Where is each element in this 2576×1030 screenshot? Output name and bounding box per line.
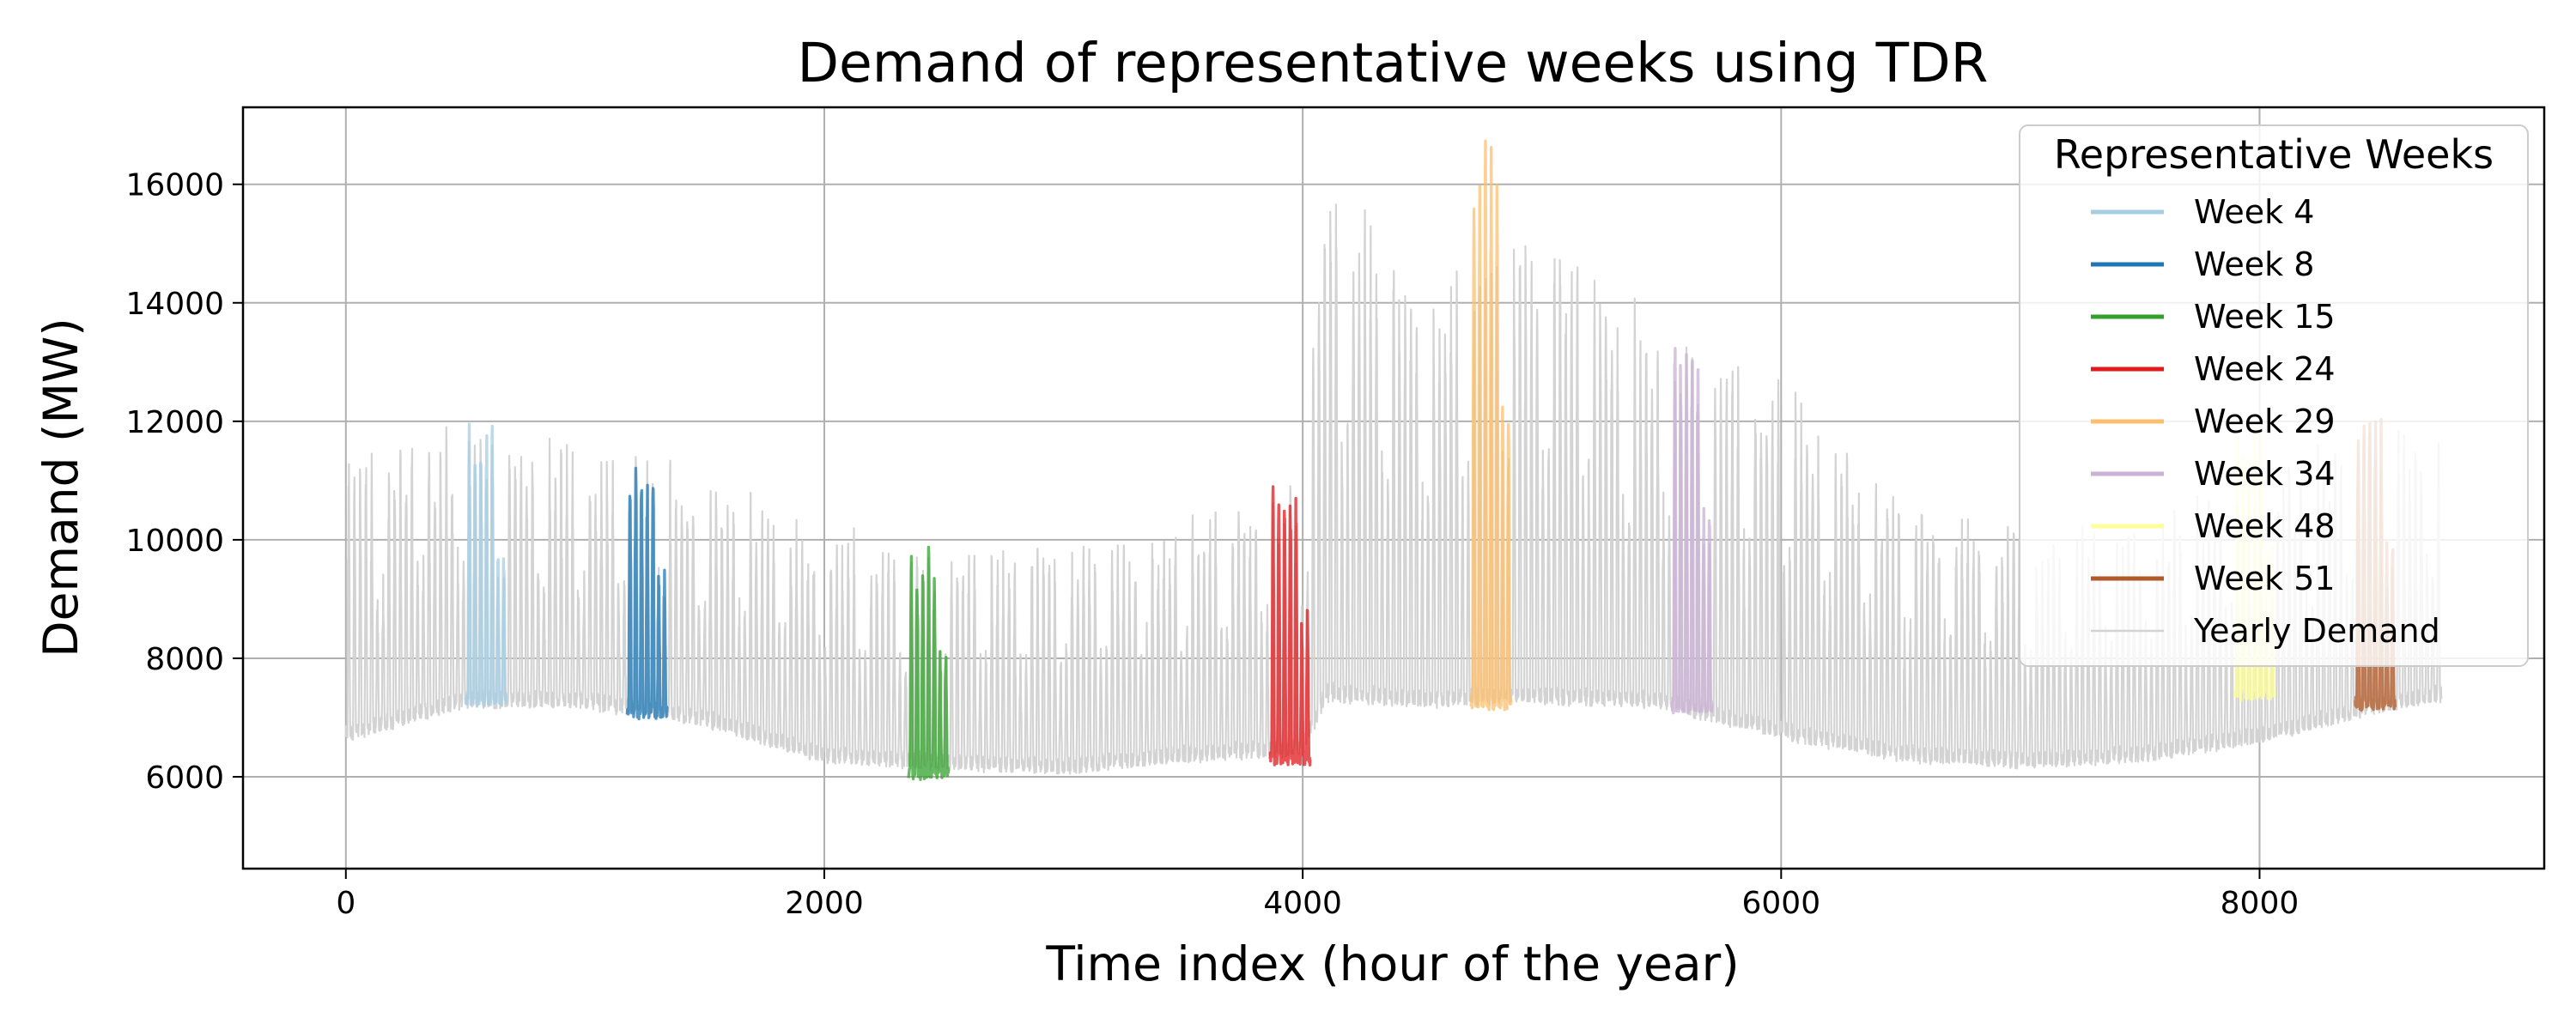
y-tick-label: 14000 — [125, 287, 224, 322]
chart-title: Demand of representative weeks using TDR — [798, 32, 1989, 94]
y-tick-label: 10000 — [125, 524, 224, 559]
legend-entry-label: Week 34 — [2194, 455, 2336, 493]
legend-box — [2019, 124, 2529, 667]
y-tick-label: 8000 — [145, 642, 224, 677]
legend-entry-label: Week 15 — [2194, 298, 2336, 336]
legend-entry-label: Yearly Demand — [2193, 612, 2440, 650]
series-week-1-line — [465, 422, 508, 708]
x-tick-label: 6000 — [1741, 886, 1820, 921]
x-tick-label: 2000 — [785, 886, 864, 921]
legend-entry-label: Week 29 — [2194, 403, 2336, 440]
legend-entry-label: Week 8 — [2194, 245, 2314, 283]
series-week-2-line — [625, 466, 669, 721]
x-axis-label: Time index (hour of the year) — [1045, 936, 1739, 991]
yearly-demand-line — [344, 203, 2443, 775]
x-tick-label: 8000 — [2221, 886, 2300, 921]
x-tick-label: 0 — [336, 886, 355, 921]
series-week-5-line — [1469, 139, 1513, 712]
legend-entry-label: Week 51 — [2194, 560, 2336, 597]
yearly-demand-series — [344, 203, 2443, 775]
y-tick-label: 16000 — [125, 168, 224, 203]
legend-entry-label: Week 24 — [2194, 350, 2336, 388]
legend-entry-label: Week 48 — [2194, 507, 2336, 545]
y-tick-label: 6000 — [145, 760, 224, 796]
plot-frame — [241, 106, 2546, 870]
y-tick-label: 12000 — [125, 405, 224, 440]
series-week-6-line — [1670, 347, 1714, 715]
legend: Representative Weeks Week 4 Week 8 Week 15… — [2019, 124, 2529, 667]
axis-ticks: 0 2000 4000 6000 8000 6000 8000 10000 12000 14000… — [125, 168, 2299, 921]
legend-title: Representative Weeks — [2054, 131, 2494, 178]
series-week-3-line — [907, 545, 951, 781]
y-axis-label: Demand (MW) — [33, 318, 88, 657]
x-tick-label: 4000 — [1263, 886, 1342, 921]
legend-entry-label: Week 4 — [2194, 193, 2314, 231]
series-week-4-line — [1268, 485, 1312, 766]
